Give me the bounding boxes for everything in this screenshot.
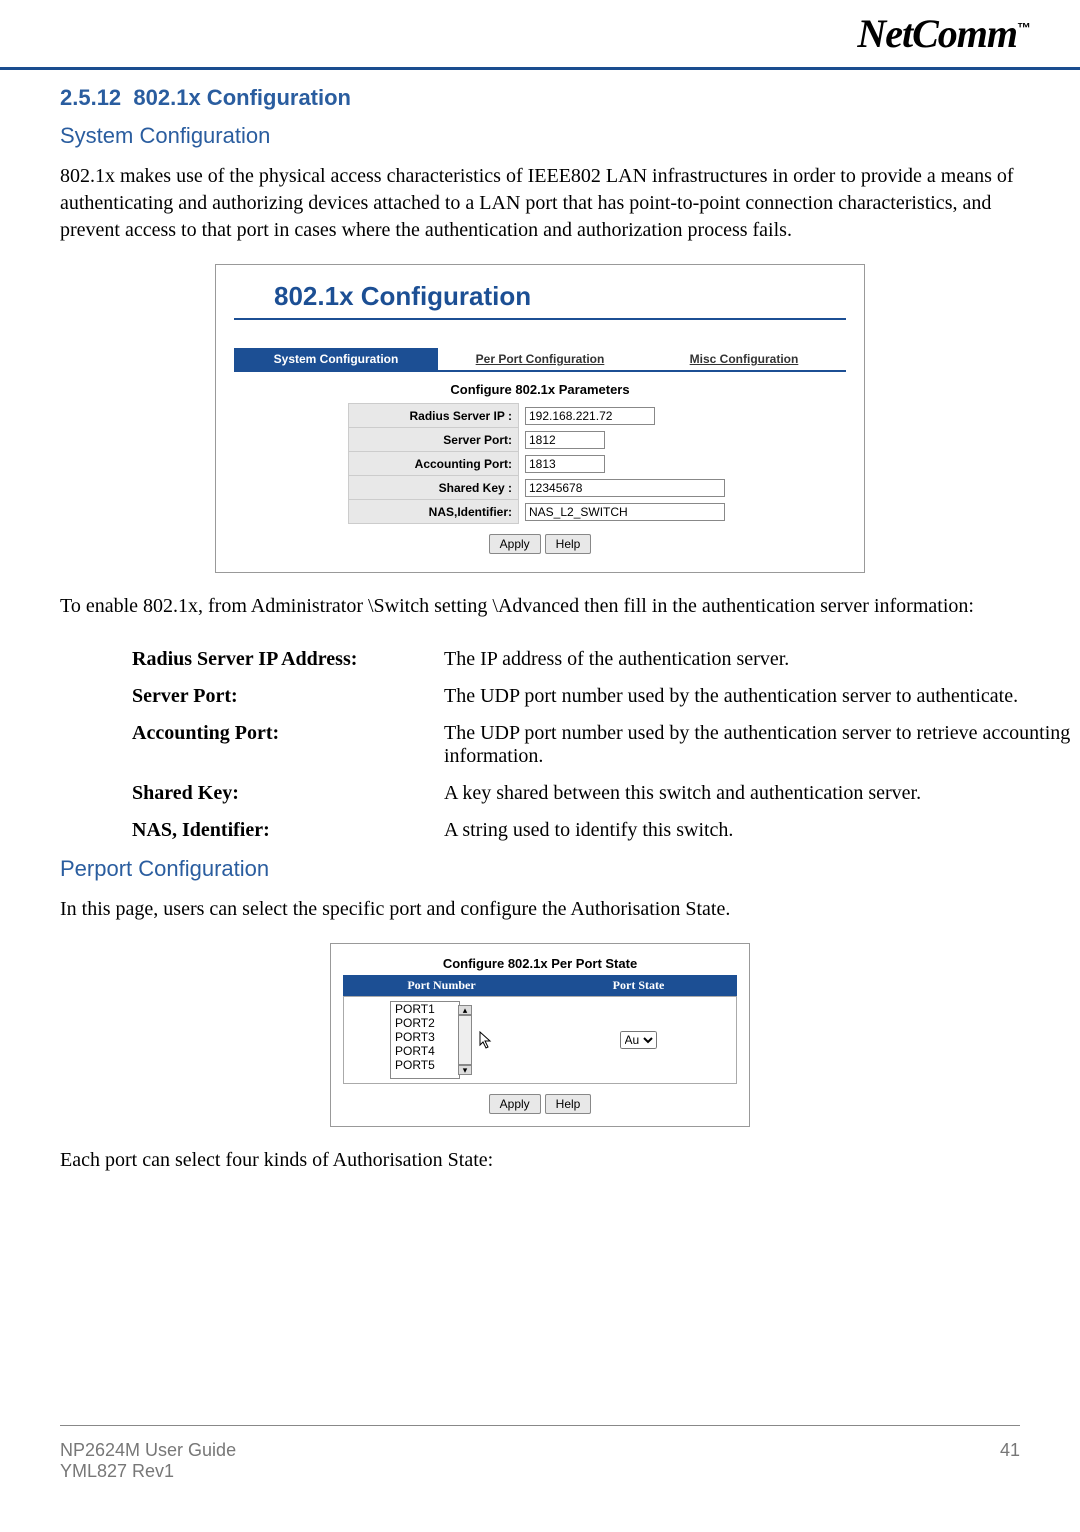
config-tabs: System Configuration Per Port Configurat… (234, 348, 846, 372)
scroll-up-icon[interactable]: ▴ (458, 1005, 472, 1015)
perport-intro: In this page, users can select the speci… (60, 896, 1020, 923)
button-row-1: Apply Help (234, 534, 846, 554)
def-label-accounting-port: Accounting Port: (132, 716, 442, 774)
def-label-nas: NAS, Identifier: (132, 813, 442, 848)
input-nas-identifier[interactable] (525, 503, 725, 521)
apply-button[interactable]: Apply (489, 534, 541, 554)
port-item[interactable]: PORT1 (391, 1002, 459, 1016)
input-radius-ip[interactable] (525, 407, 655, 425)
section-title: 802.1x Configuration (133, 85, 351, 110)
port-state-select[interactable]: Au (620, 1031, 657, 1049)
label-shared-key: Shared Key : (349, 476, 519, 500)
def-label-server-port: Server Port: (132, 679, 442, 714)
input-server-port[interactable] (525, 431, 605, 449)
col-port-state: Port State (540, 975, 737, 996)
perport-header-row: Port Number Port State (343, 975, 737, 996)
params-title: Configure 802.1x Parameters (234, 382, 846, 397)
button-row-2: Apply Help (343, 1094, 737, 1114)
port-scrollbar[interactable]: ▴ ▾ (458, 1005, 472, 1075)
def-text-server-port: The UDP port number used by the authenti… (444, 679, 1080, 714)
subheading-perport: Perport Configuration (60, 856, 1020, 882)
help-button-2[interactable]: Help (545, 1094, 592, 1114)
input-shared-key[interactable] (525, 479, 725, 497)
scroll-down-icon[interactable]: ▾ (458, 1065, 472, 1075)
label-nas-identifier: NAS,Identifier: (349, 500, 519, 524)
config-panel-title: 802.1x Configuration (274, 281, 846, 318)
title-divider (234, 318, 846, 320)
def-text-radius: The IP address of the authentication ser… (444, 642, 1080, 677)
input-accounting-port[interactable] (525, 455, 605, 473)
page-number: 41 (1000, 1440, 1020, 1482)
trademark: ™ (1017, 20, 1030, 36)
page-footer: NP2624M User Guide YML827 Rev1 41 (60, 1425, 1020, 1482)
label-accounting-port: Accounting Port: (349, 452, 519, 476)
definitions-table: Radius Server IP Address: The IP address… (130, 640, 1080, 850)
section-number: 2.5.12 (60, 85, 121, 110)
cursor-icon (478, 1030, 494, 1050)
help-button[interactable]: Help (545, 534, 592, 554)
def-label-shared-key: Shared Key: (132, 776, 442, 811)
col-port-number: Port Number (343, 975, 540, 996)
perport-title: Configure 802.1x Per Port State (343, 956, 737, 971)
subheading-system-config: System Configuration (60, 123, 1020, 149)
def-text-accounting-port: The UDP port number used by the authenti… (444, 716, 1080, 774)
params-table: Radius Server IP : Server Port: Accounti… (348, 403, 732, 524)
enable-instructions: To enable 802.1x, from Administrator \Sw… (60, 593, 1020, 620)
label-radius-ip: Radius Server IP : (349, 404, 519, 428)
perport-body: PORT1 PORT2 PORT3 PORT4 PORT5 ▴ ▾ Au (343, 996, 737, 1084)
perport-kinds: Each port can select four kinds of Autho… (60, 1147, 1020, 1174)
port-state-cell: Au (540, 997, 736, 1083)
tab-misc-configuration[interactable]: Misc Configuration (642, 348, 846, 372)
port-item[interactable]: PORT3 (391, 1030, 459, 1044)
port-item[interactable]: PORT5 (391, 1058, 459, 1072)
port-list[interactable]: PORT1 PORT2 PORT3 PORT4 PORT5 (390, 1001, 460, 1079)
def-text-shared-key: A key shared between this switch and aut… (444, 776, 1080, 811)
port-item[interactable]: PORT2 (391, 1016, 459, 1030)
page-content: 2.5.12 802.1x Configuration System Confi… (60, 85, 1020, 1194)
brand-name: NetComm (857, 11, 1017, 56)
footer-rev: YML827 Rev1 (60, 1461, 236, 1482)
page-header: NetComm™ (0, 0, 1080, 70)
footer-left: NP2624M User Guide YML827 Rev1 (60, 1440, 236, 1482)
footer-guide: NP2624M User Guide (60, 1440, 236, 1461)
screenshot-perport: Configure 802.1x Per Port State Port Num… (330, 943, 750, 1127)
intro-paragraph: 802.1x makes use of the physical access … (60, 163, 1020, 244)
tab-per-port-configuration[interactable]: Per Port Configuration (438, 348, 642, 372)
def-text-nas: A string used to identify this switch. (444, 813, 1080, 848)
brand-logo: NetComm™ (857, 10, 1030, 57)
screenshot-802-config: 802.1x Configuration System Configuratio… (215, 264, 865, 573)
apply-button-2[interactable]: Apply (489, 1094, 541, 1114)
section-heading: 2.5.12 802.1x Configuration (60, 85, 1020, 111)
tab-system-configuration[interactable]: System Configuration (234, 348, 438, 372)
port-number-cell: PORT1 PORT2 PORT3 PORT4 PORT5 ▴ ▾ (344, 997, 540, 1083)
scroll-track[interactable] (458, 1015, 472, 1065)
label-server-port: Server Port: (349, 428, 519, 452)
def-label-radius: Radius Server IP Address: (132, 642, 442, 677)
port-item[interactable]: PORT4 (391, 1044, 459, 1058)
